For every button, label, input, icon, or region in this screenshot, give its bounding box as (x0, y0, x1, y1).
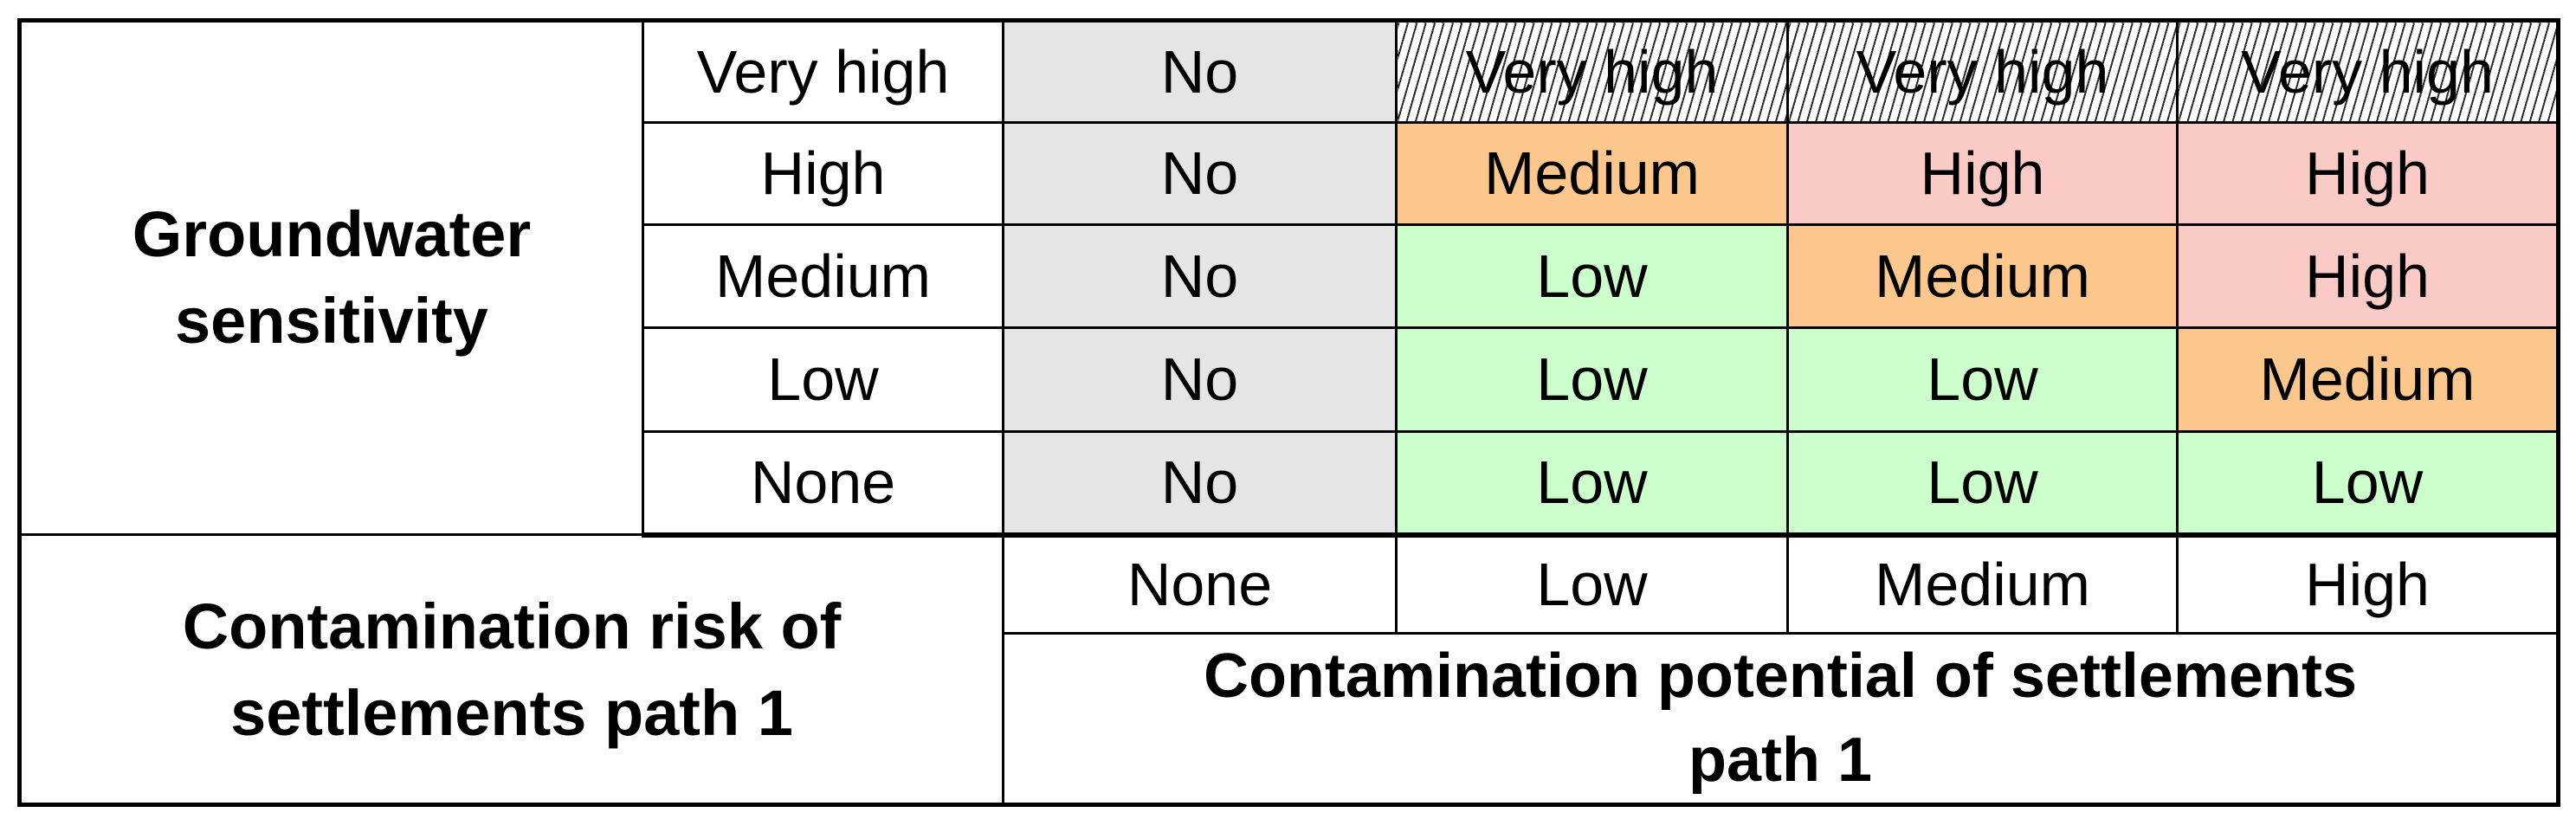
matrix-cell-medium: Medium (1395, 121, 1789, 226)
col-label-high: High (2176, 533, 2560, 635)
matrix-cell-low: Low (1786, 326, 2179, 433)
matrix-cell-no: No (1002, 19, 1398, 124)
col-label-none: None (1002, 533, 1398, 635)
col-label-low: Low (1395, 533, 1789, 635)
matrix-cell-medium: Medium (1786, 223, 2179, 329)
matrix-row-medium: Medium No Low Medium High (20, 223, 2560, 329)
col-axis-title: Contamination potential of settlements p… (1002, 631, 2560, 807)
matrix-cell-medium: Medium (2176, 326, 2560, 433)
row-label-very-high: Very high (642, 19, 1004, 124)
col-label-medium: Medium (1786, 533, 2179, 635)
matrix-row-high: High No Medium High High (20, 121, 2560, 226)
matrix-row-very-high: Groundwater sensitivity Very high No Ver… (18, 19, 2560, 536)
row-label-medium: Medium (642, 223, 1004, 329)
corner-title: Contamination risk of settlements path 1 (18, 532, 1004, 807)
matrix-cell-very-high: Very high (1395, 19, 1789, 124)
matrix-cell-low: Low (1786, 430, 2179, 538)
col-axis-row: Contamination potential of settlements p… (20, 631, 2560, 807)
row-label-high: High (642, 121, 1004, 226)
matrix-cell-high: High (1786, 121, 2179, 226)
matrix-cell-very-high: Very high (1786, 19, 2179, 124)
col-header-row: Contamination risk of settlements path 1… (18, 532, 2560, 807)
matrix-cell-high: High (2176, 121, 2560, 226)
row-label-none: None (642, 430, 1004, 538)
matrix-cell-no: No (1002, 223, 1398, 329)
matrix-cell-no: No (1002, 326, 1398, 433)
row-axis-title: Groundwater sensitivity (18, 19, 644, 536)
matrix-cell-high: High (2176, 223, 2560, 329)
matrix-row-low: Low No Low Low Medium (20, 326, 2560, 433)
risk-matrix-table: Groundwater sensitivity Very high No Ver… (17, 18, 2560, 808)
matrix-cell-no: No (1002, 430, 1398, 538)
matrix-cell-low: Low (1395, 223, 1789, 329)
matrix-cell-low: Low (2176, 430, 2560, 538)
matrix-row-none: None No Low Low Low (20, 430, 2560, 538)
matrix-cell-low: Low (1395, 326, 1789, 433)
matrix-cell-low: Low (1395, 430, 1789, 538)
row-label-low: Low (642, 326, 1004, 433)
matrix-cell-no: No (1002, 121, 1398, 226)
matrix-cell-very-high: Very high (2176, 19, 2560, 124)
